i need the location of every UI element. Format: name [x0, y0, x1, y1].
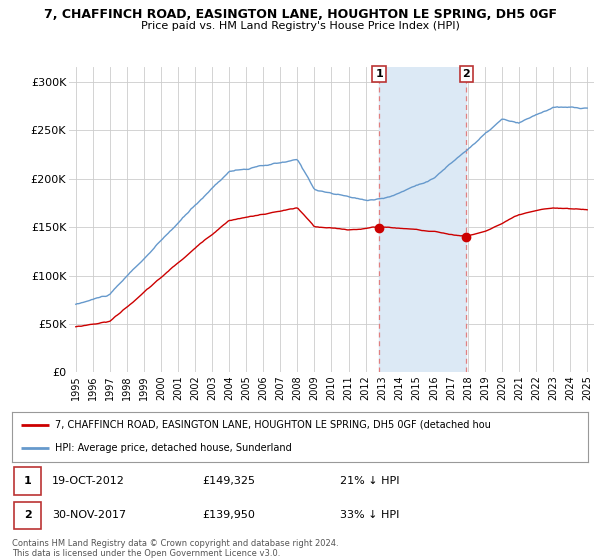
- Text: Price paid vs. HM Land Registry's House Price Index (HPI): Price paid vs. HM Land Registry's House …: [140, 21, 460, 31]
- Text: HPI: Average price, detached house, Sunderland: HPI: Average price, detached house, Sund…: [55, 444, 292, 454]
- Text: £149,325: £149,325: [202, 476, 255, 486]
- FancyBboxPatch shape: [14, 467, 41, 494]
- Text: Contains HM Land Registry data © Crown copyright and database right 2024.
This d: Contains HM Land Registry data © Crown c…: [12, 539, 338, 558]
- Text: 7, CHAFFINCH ROAD, EASINGTON LANE, HOUGHTON LE SPRING, DH5 0GF: 7, CHAFFINCH ROAD, EASINGTON LANE, HOUGH…: [44, 8, 557, 21]
- FancyBboxPatch shape: [14, 502, 41, 529]
- Text: 33% ↓ HPI: 33% ↓ HPI: [340, 510, 400, 520]
- Text: 7, CHAFFINCH ROAD, EASINGTON LANE, HOUGHTON LE SPRING, DH5 0GF (detached hou: 7, CHAFFINCH ROAD, EASINGTON LANE, HOUGH…: [55, 419, 491, 430]
- Text: 1: 1: [23, 476, 31, 486]
- Bar: [379, 67, 466, 372]
- Text: £139,950: £139,950: [202, 510, 255, 520]
- Text: 1: 1: [375, 69, 383, 79]
- Text: 21% ↓ HPI: 21% ↓ HPI: [340, 476, 400, 486]
- Text: 30-NOV-2017: 30-NOV-2017: [52, 510, 127, 520]
- Text: 19-OCT-2012: 19-OCT-2012: [52, 476, 125, 486]
- Text: 2: 2: [463, 69, 470, 79]
- Text: 2: 2: [23, 510, 31, 520]
